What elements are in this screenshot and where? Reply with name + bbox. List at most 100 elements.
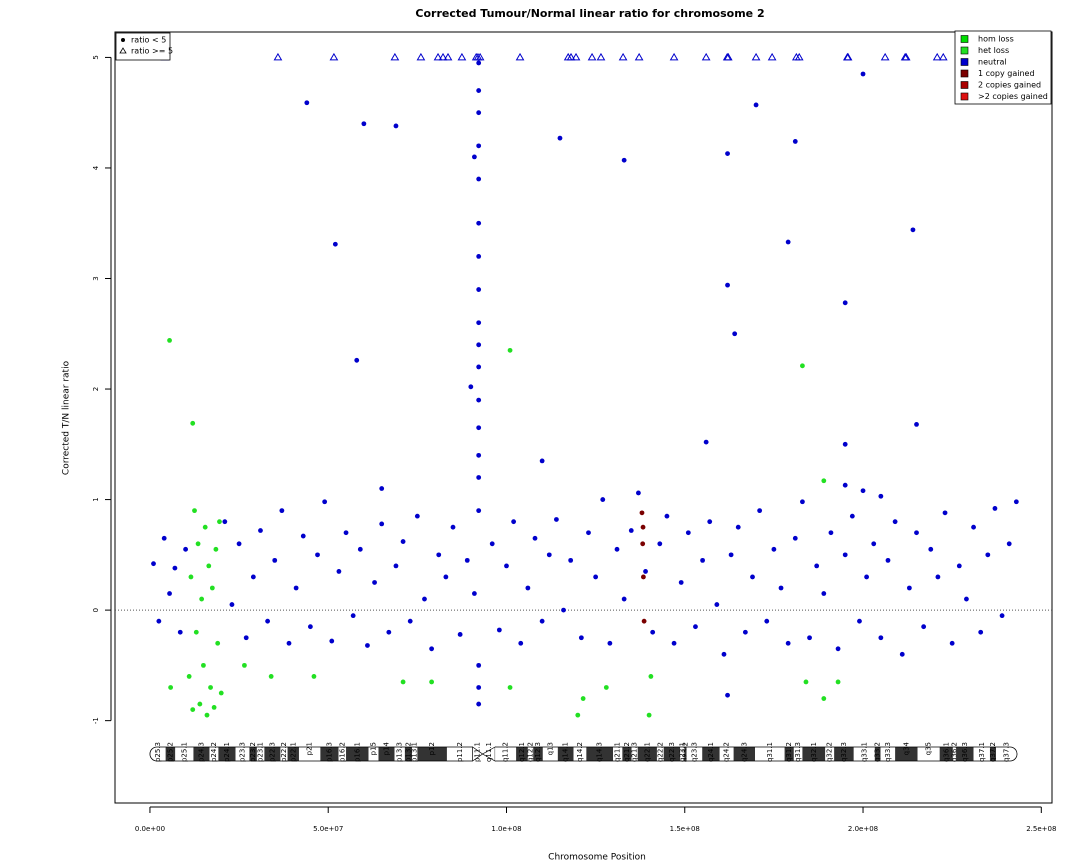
data-point	[504, 563, 509, 569]
chromosome-band	[996, 747, 1018, 761]
x-tick-label: 1.5e+08	[670, 825, 700, 833]
data-point	[386, 629, 392, 635]
chromosome-band	[656, 747, 664, 761]
data-point	[664, 513, 670, 519]
band-label: q33.3	[884, 742, 892, 762]
data-point	[177, 629, 183, 635]
data-point	[728, 552, 734, 558]
band-label: q21.2	[623, 742, 631, 762]
band-label: q12.2	[527, 742, 535, 762]
y-tick-label: 3	[92, 276, 100, 280]
overflow-point	[669, 52, 679, 61]
overflow-point	[273, 52, 283, 61]
data-point	[361, 121, 367, 127]
data-point	[842, 552, 848, 558]
band-label: q22.1	[643, 742, 651, 762]
data-point	[190, 420, 196, 426]
y-axis-label: Corrected T/N linear ratio	[62, 360, 72, 475]
overflow-point	[329, 52, 339, 61]
data-point	[539, 458, 545, 464]
chromosome-band	[754, 747, 785, 761]
overflow-point	[767, 52, 777, 61]
data-point	[436, 552, 442, 558]
band-label: q13	[546, 742, 554, 755]
data-point	[878, 635, 884, 641]
chromosome-band	[680, 747, 685, 761]
data-point	[211, 704, 217, 710]
data-point	[476, 220, 482, 226]
band-label: q14.3	[596, 742, 604, 762]
overflow-point	[843, 52, 853, 61]
chromosome-band	[394, 747, 405, 761]
chromosome-band	[686, 747, 703, 761]
data-point	[357, 546, 363, 552]
legend-swatch	[960, 92, 969, 101]
data-point	[379, 521, 385, 527]
band-label: q24.3	[740, 742, 748, 762]
chromosome-band	[249, 747, 257, 761]
data-point	[878, 493, 884, 499]
legend-label: ratio < 5	[131, 36, 166, 45]
data-point	[393, 563, 399, 569]
data-point	[443, 574, 449, 580]
data-point	[964, 596, 969, 602]
chromosome-outline	[495, 746, 1018, 762]
overflow-point	[596, 52, 606, 61]
band-label: p14	[383, 741, 391, 755]
data-point	[857, 618, 862, 624]
data-point	[842, 300, 848, 306]
data-point	[580, 696, 586, 701]
data-point	[151, 561, 156, 567]
data-point	[546, 552, 552, 558]
band-label: q37.2	[989, 742, 997, 762]
data-point	[985, 552, 991, 558]
chromosome-band	[973, 747, 990, 761]
data-point	[942, 510, 948, 516]
data-point	[161, 535, 167, 541]
data-point	[457, 632, 463, 637]
band-label: p23.2	[249, 742, 257, 762]
legend-marker	[121, 38, 125, 42]
chromosome-band	[346, 747, 369, 761]
chromosome-band	[952, 747, 957, 761]
overflow-point	[438, 52, 448, 61]
band-label: p24.1	[223, 742, 231, 762]
data-point	[268, 674, 274, 679]
data-point	[195, 541, 201, 547]
chromosome-band	[895, 747, 918, 761]
plot-frame	[114, 31, 1053, 804]
overflow-point	[475, 52, 485, 61]
data-point	[476, 701, 482, 707]
legend-label: >2 copies gained	[978, 92, 1048, 101]
data-point	[329, 638, 335, 644]
chromosome-band	[368, 747, 379, 761]
chromosome-band	[193, 747, 210, 761]
data-point	[218, 690, 224, 696]
data-point	[186, 674, 192, 679]
overflow-point	[587, 52, 597, 61]
band-label: q24.1	[707, 742, 715, 762]
data-point	[643, 569, 648, 574]
band-label: p24.2	[210, 742, 218, 762]
chromosome-band	[235, 747, 250, 761]
data-point	[621, 157, 627, 163]
chromosome-band	[793, 747, 803, 761]
data-point	[640, 524, 646, 530]
x-axis-label: Chromosome Position	[548, 853, 646, 863]
band-label: q24.2	[723, 742, 731, 762]
data-point	[400, 539, 406, 544]
data-point	[476, 60, 482, 66]
data-point	[792, 535, 798, 541]
data-point	[671, 640, 677, 646]
chromosome-band	[631, 747, 638, 761]
data-point	[190, 707, 196, 712]
data-point	[332, 241, 338, 247]
y-tick-label: 5	[92, 55, 100, 59]
band-label: q12.1	[518, 742, 526, 762]
band-label: p25.1	[180, 742, 188, 762]
chromosome-band	[209, 747, 219, 761]
band-label: p23.1	[257, 742, 265, 762]
data-point	[476, 685, 482, 690]
data-point	[803, 679, 809, 685]
data-point	[476, 662, 482, 668]
